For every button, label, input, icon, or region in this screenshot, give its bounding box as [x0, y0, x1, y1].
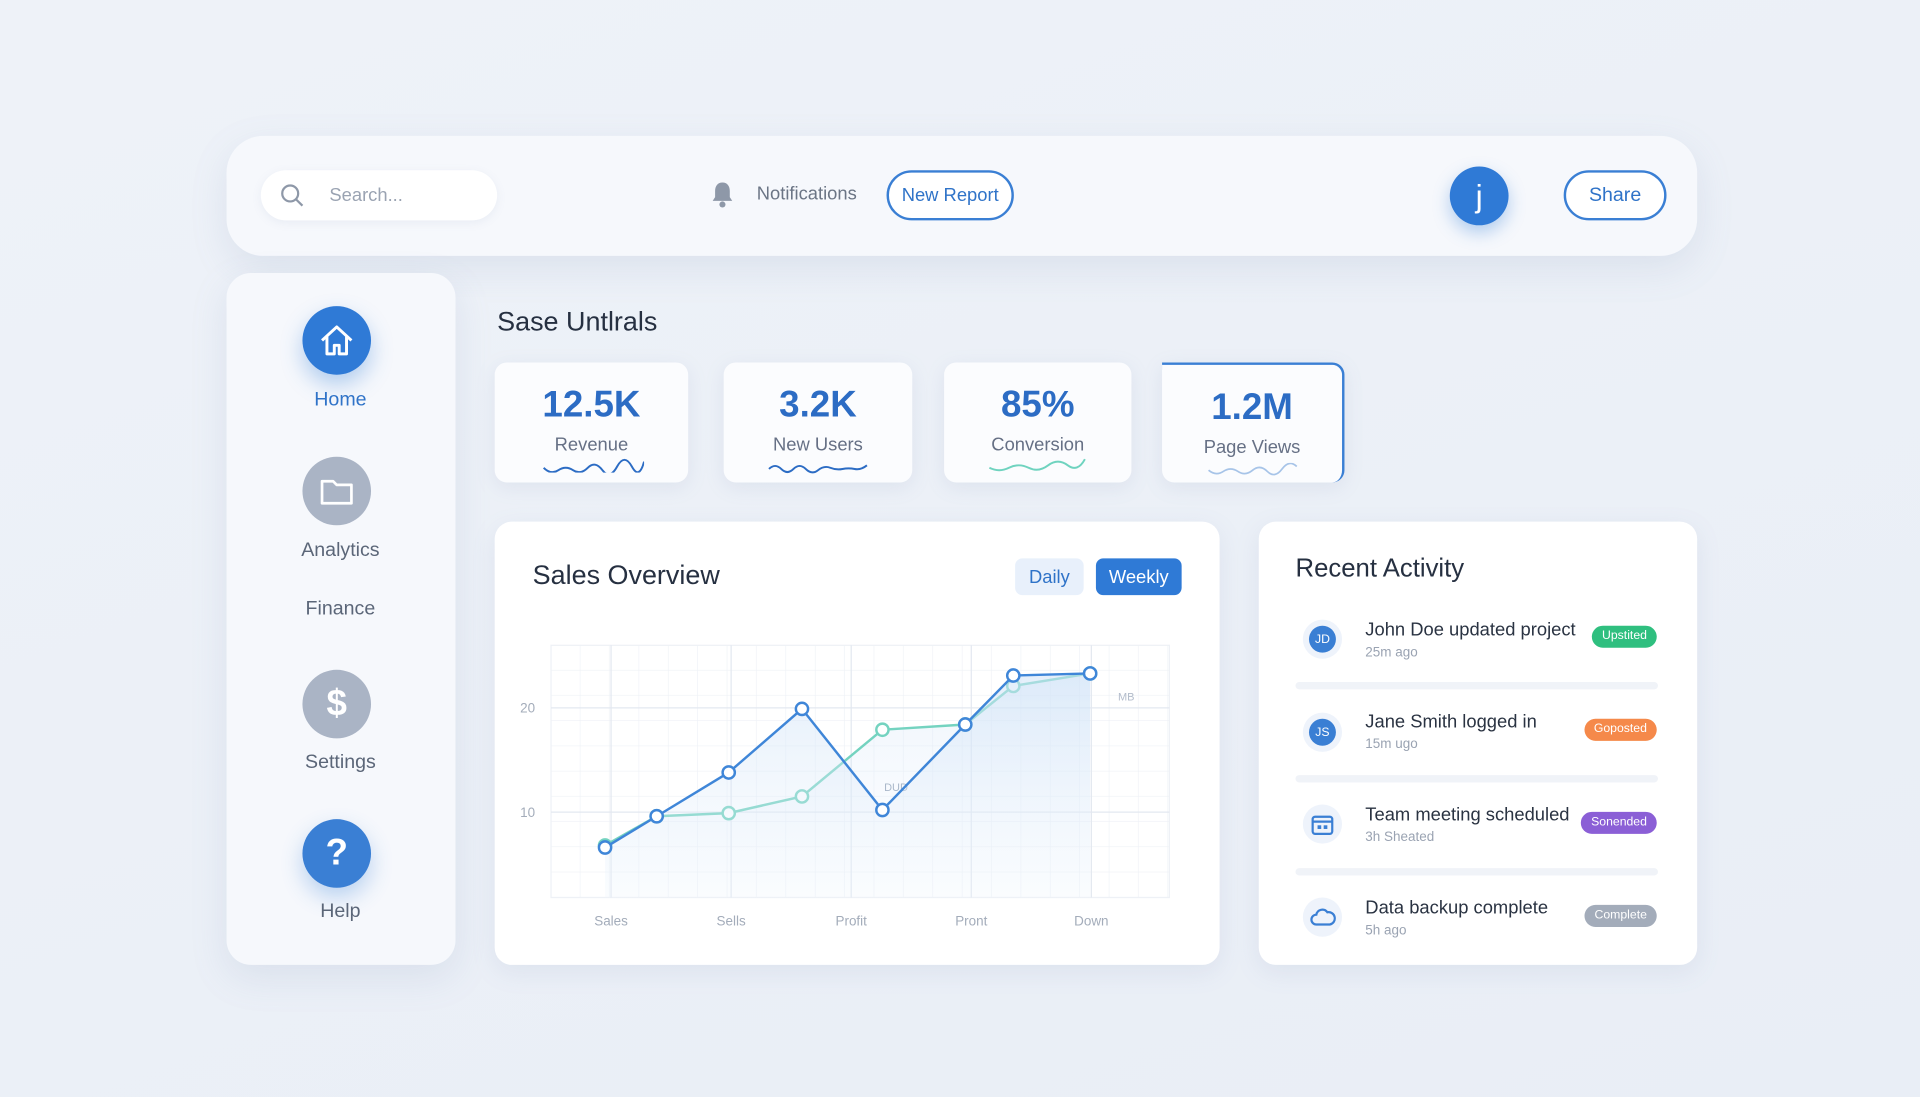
y-tick-label: 10 — [520, 805, 535, 820]
point — [649, 808, 665, 824]
point — [1005, 668, 1021, 683]
stat-card: 3.2K New Users — [723, 362, 913, 483]
notifications-label[interactable]: Notifications — [756, 183, 857, 205]
settings-icon[interactable]: $ — [302, 669, 372, 739]
search-box[interactable]: Search... — [260, 170, 498, 221]
point — [1082, 666, 1098, 681]
new-report-button[interactable]: New Report — [886, 170, 1014, 221]
stat-card: 85% Conversion — [944, 362, 1132, 483]
activity-icon: JS — [1302, 712, 1343, 752]
point — [721, 765, 737, 780]
stat-card: 1.2M Page Views — [1162, 362, 1345, 483]
sparkline — [988, 458, 1086, 472]
avatar[interactable]: j — [1449, 166, 1509, 226]
activity-text: Jane Smith logged in — [1365, 711, 1537, 733]
help-icon[interactable]: ? — [302, 819, 372, 888]
nav-label[interactable]: Analytics — [301, 540, 380, 561]
x-tick-label: Sells — [717, 914, 746, 929]
bell-icon[interactable] — [709, 180, 736, 209]
activity-text: Data backup complete — [1365, 897, 1549, 919]
nav-label[interactable]: Settings — [305, 751, 376, 773]
stat-card: 12.5K Revenue — [494, 362, 689, 483]
activity-time: 15m ugo — [1365, 737, 1418, 752]
stat-value: 12.5K — [542, 384, 641, 425]
search-icon — [281, 184, 304, 207]
nav-label[interactable]: Finance — [305, 598, 376, 620]
activity-icon: JD — [1302, 619, 1343, 659]
toggle-button[interactable]: Daily — [1015, 558, 1084, 596]
badge: Goposted — [1584, 718, 1657, 741]
calendar-glyph — [1311, 815, 1334, 835]
sparkline — [768, 464, 868, 474]
cloud-glyph — [1310, 908, 1336, 926]
activity-icon — [1302, 897, 1343, 937]
stat-value: 3.2K — [779, 384, 857, 425]
line — [604, 672, 1091, 849]
card-title: Sales Overview — [532, 559, 720, 591]
point — [957, 717, 973, 732]
point — [794, 701, 810, 717]
activity-time: 25m ago — [1365, 645, 1418, 661]
card-title: Recent Activity — [1295, 554, 1465, 583]
point — [875, 802, 890, 818]
folder-glyph — [320, 479, 353, 505]
x-tick-label: Down — [1074, 914, 1108, 929]
activity-text: John Doe updated project — [1365, 619, 1576, 641]
badge: Sonended — [1581, 811, 1657, 834]
activity-text: Team meeting scheduled — [1365, 804, 1570, 826]
divider — [1295, 775, 1658, 783]
nav-label[interactable]: Home — [314, 389, 367, 411]
home-icon[interactable] — [302, 306, 372, 375]
activity-icon — [1302, 804, 1343, 844]
section-title: Sase Untlrals — [497, 306, 658, 337]
x-tick-label: Profit — [835, 914, 867, 929]
stat-label: Page Views — [1203, 437, 1301, 458]
activity-time: 3h Sheated — [1365, 830, 1435, 845]
badge: Upstited — [1592, 625, 1657, 648]
stat-value: 1.2M — [1211, 386, 1293, 428]
initials: JS — [1308, 718, 1336, 746]
x-tick-label: Pront — [955, 914, 987, 929]
toggle-button[interactable]: Weekly — [1095, 558, 1182, 596]
stat-label: Revenue — [554, 434, 629, 456]
activity-time: 5h ago — [1365, 923, 1407, 938]
point — [597, 840, 613, 855]
initials: JD — [1308, 625, 1336, 653]
stat-label: Conversion — [991, 434, 1085, 456]
search-placeholder: Search... — [329, 184, 403, 206]
stat-value: 85% — [1000, 384, 1075, 425]
home-glyph — [321, 325, 353, 356]
divider — [1295, 868, 1658, 876]
y-tick-label: 20 — [520, 701, 535, 716]
x-tick-label: Sales — [594, 914, 628, 929]
share-button[interactable]: Share — [1563, 170, 1667, 221]
annotation: MB — [1118, 691, 1135, 703]
analytics-icon[interactable] — [302, 456, 372, 526]
badge: Complete — [1584, 904, 1657, 927]
divider — [1295, 682, 1658, 690]
sparkline — [1208, 462, 1298, 476]
sparkline — [542, 458, 645, 473]
nav-label[interactable]: Help — [320, 901, 361, 923]
point — [875, 722, 890, 738]
stat-label: New Users — [773, 434, 863, 456]
